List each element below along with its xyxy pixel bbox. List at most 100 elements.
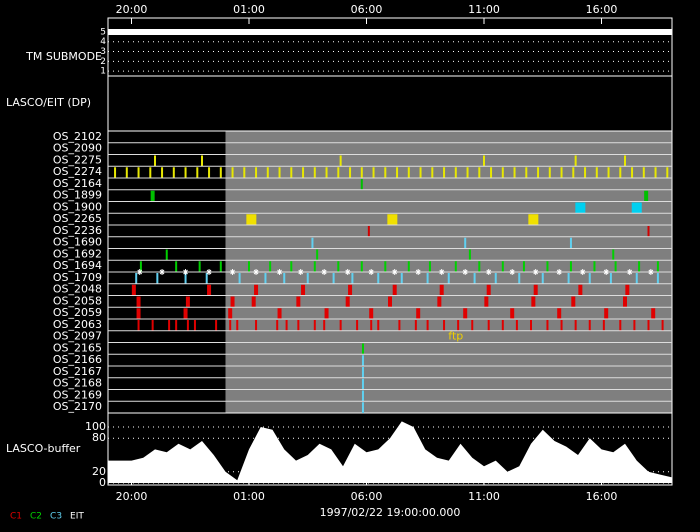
eit-star	[647, 269, 654, 275]
eit-star	[626, 269, 633, 275]
event	[531, 296, 536, 308]
row-label: OS_1692	[53, 247, 102, 260]
x-tick-label-top: 16:00	[586, 3, 618, 16]
buffer-tick-label: 0	[99, 476, 106, 489]
event	[345, 296, 350, 308]
submode-label: TM SUBMODE	[25, 50, 102, 63]
row-annotation: ftp	[448, 330, 463, 343]
eit-star	[229, 269, 236, 275]
x-tick-label-bottom: 06:00	[351, 490, 383, 503]
event	[183, 308, 188, 319]
row-label: OS_2059	[53, 306, 102, 319]
x-tick-label-top: 06:00	[351, 3, 383, 16]
eit-star	[509, 269, 516, 275]
x-tick-label-bottom: 16:00	[586, 490, 618, 503]
row-label: OS_2102	[53, 130, 102, 143]
eit-star	[297, 269, 304, 275]
eit-star	[485, 269, 492, 275]
eit-star	[438, 269, 445, 275]
row-label: OS_2274	[53, 165, 102, 178]
row-label: OS_2167	[53, 365, 102, 378]
event	[369, 308, 374, 319]
row-label: OS_2097	[53, 330, 102, 343]
eit-star	[603, 269, 610, 275]
submode-tick-label: 4	[100, 37, 106, 47]
panel-label: LASCO/EIT (DP)	[6, 96, 91, 109]
row-label: OS_2275	[53, 153, 102, 166]
x-tick-label-top: 01:00	[233, 3, 265, 16]
event	[557, 308, 562, 319]
eit-star	[556, 269, 563, 275]
event	[230, 296, 235, 308]
submode-tick-label: 1	[100, 67, 106, 77]
event	[623, 296, 627, 308]
buffer-tick-label: 100	[85, 420, 106, 433]
eit-star	[462, 269, 469, 275]
x-tick-label-bottom: 20:00	[116, 490, 148, 503]
x-tick-label-top: 11:00	[468, 3, 500, 16]
event	[510, 308, 515, 319]
row-label: OS_2170	[53, 400, 102, 413]
event	[416, 308, 421, 319]
eit-star	[136, 269, 143, 275]
row-label: OS_2164	[53, 177, 102, 190]
eit-star	[532, 269, 539, 275]
submode-tick-label: 5	[100, 27, 106, 37]
event	[575, 202, 586, 214]
eit-star	[276, 269, 283, 275]
x-tick-label-top: 20:00	[116, 3, 148, 16]
buffer-label: LASCO-buffer	[6, 442, 81, 455]
submode-tick-label: 3	[100, 47, 106, 57]
eit-star	[579, 269, 586, 275]
x-tick-label-bottom: 11:00	[468, 490, 500, 503]
event	[439, 284, 444, 296]
row-label: OS_2236	[53, 224, 102, 237]
eit-star	[344, 269, 351, 275]
event	[463, 308, 468, 319]
legend-entry: C1	[10, 512, 22, 522]
event	[185, 296, 190, 308]
row-label: OS_2168	[53, 377, 102, 390]
row-label: OS_2058	[53, 294, 102, 307]
x-axis-label: 1997/02/22 19:00:00.000	[320, 506, 461, 519]
event	[486, 284, 491, 296]
row-label: OS_2265	[53, 212, 102, 225]
buffer-area	[108, 421, 672, 483]
event	[484, 296, 489, 308]
event	[254, 284, 259, 296]
eit-star	[206, 269, 213, 275]
row-label: OS_1900	[53, 200, 102, 213]
row-label: OS_1690	[53, 236, 102, 249]
buffer-tick-label: 80	[92, 431, 106, 444]
event	[246, 214, 257, 225]
event	[277, 308, 282, 319]
event	[604, 308, 609, 319]
event	[388, 296, 392, 308]
event	[207, 284, 212, 296]
buffer-tick-label: 20	[92, 465, 106, 478]
eit-star	[391, 269, 398, 275]
event	[136, 296, 141, 308]
eit-star	[321, 269, 328, 275]
event	[528, 214, 539, 225]
row-label: OS_2166	[53, 353, 102, 366]
event	[348, 284, 353, 296]
event	[392, 284, 397, 296]
buffer-frame	[107, 412, 673, 486]
event	[228, 308, 233, 319]
eit-star	[182, 269, 189, 275]
x-tick-label-bottom: 01:00	[233, 490, 265, 503]
eit-star	[368, 269, 375, 275]
event	[301, 284, 306, 296]
row-label: OS_1709	[53, 271, 102, 284]
row-label: OS_2090	[53, 142, 102, 155]
row-label: OS_1694	[53, 259, 102, 272]
eit-star	[253, 269, 260, 275]
row-label: OS_1899	[53, 189, 102, 202]
row-label: OS_2169	[53, 388, 102, 401]
row-label: OS_2063	[53, 318, 102, 331]
legend-entry: C3	[50, 512, 62, 522]
event	[533, 284, 538, 296]
event	[651, 308, 656, 319]
